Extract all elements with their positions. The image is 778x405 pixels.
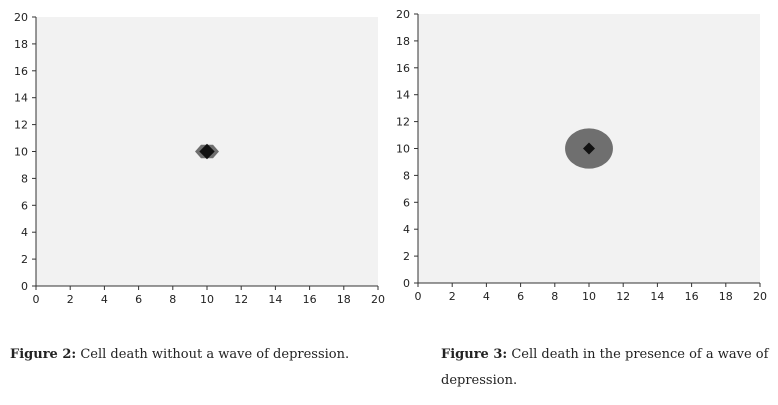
y-tick-label: 4 <box>403 223 410 236</box>
y-tick-label: 10 <box>396 143 410 156</box>
dead-cell-core <box>583 142 595 155</box>
y-tick-label: 8 <box>403 169 410 182</box>
x-tick-label: 8 <box>169 293 176 306</box>
y-tick-label: 18 <box>14 38 28 51</box>
x-tick-label: 20 <box>753 290 767 303</box>
x-tick-label: 8 <box>551 290 558 303</box>
x-tick-label: 16 <box>685 290 699 303</box>
y-tick-label: 16 <box>14 65 28 78</box>
x-tick-label: 14 <box>650 290 664 303</box>
y-tick-label: 16 <box>396 62 410 75</box>
y-tick-label: 8 <box>21 172 28 185</box>
y-tick-label: 10 <box>14 146 28 159</box>
y-tick-label: 4 <box>21 226 28 239</box>
x-tick-label: 0 <box>33 293 40 306</box>
figure-3-caption: Figure 3: Cell death in the presence of … <box>441 342 776 394</box>
x-tick-label: 2 <box>67 293 74 306</box>
figure-2-caption-label: Figure 2: <box>10 347 77 362</box>
x-tick-label: 2 <box>449 290 456 303</box>
x-tick-label: 18 <box>719 290 733 303</box>
y-tick-label: 2 <box>403 250 410 263</box>
x-tick-label: 4 <box>101 293 108 306</box>
x-tick-label: 6 <box>517 290 524 303</box>
x-tick-label: 14 <box>268 293 282 306</box>
x-tick-label: 4 <box>483 290 490 303</box>
figure-2-caption: Figure 2: Cell death without a wave of d… <box>10 342 390 368</box>
y-tick-label: 0 <box>21 280 28 293</box>
dead-cell-core <box>199 143 215 160</box>
x-tick-label: 10 <box>582 290 596 303</box>
y-tick-label: 6 <box>21 199 28 212</box>
figure-2-plot: 0 2 4 6 8 10 12 14 16 18 20 0 2 4 6 8 10 12 14 16 18 20 <box>14 11 385 306</box>
x-tick-label: 10 <box>200 293 214 306</box>
figure-3-caption-label: Figure 3: <box>441 347 508 362</box>
figure-3-plot: 0 2 4 6 8 10 12 14 16 18 20 0 2 4 6 8 10 12 14 16 18 20 <box>396 8 767 303</box>
figure-2-caption-text: Cell death without a wave of depression. <box>76 347 350 362</box>
y-tick-label: 14 <box>14 92 28 105</box>
y-tick-label: 12 <box>396 116 410 129</box>
y-tick-label: 20 <box>14 11 28 24</box>
x-tick-label: 6 <box>135 293 142 306</box>
y-tick-label: 2 <box>21 253 28 266</box>
x-tick-label: 18 <box>337 293 351 306</box>
x-tick-label: 20 <box>371 293 385 306</box>
y-tick-label: 12 <box>14 119 28 132</box>
figure-3-caption-text: Cell death in the presence of a wave of … <box>441 347 769 388</box>
y-tick-label: 14 <box>396 89 410 102</box>
y-tick-label: 6 <box>403 196 410 209</box>
y-tick-label: 20 <box>396 8 410 21</box>
x-tick-label: 12 <box>616 290 630 303</box>
x-tick-label: 16 <box>303 293 317 306</box>
x-tick-label: 12 <box>234 293 248 306</box>
x-tick-label: 0 <box>415 290 422 303</box>
y-tick-label: 0 <box>403 277 410 290</box>
y-tick-label: 18 <box>396 35 410 48</box>
